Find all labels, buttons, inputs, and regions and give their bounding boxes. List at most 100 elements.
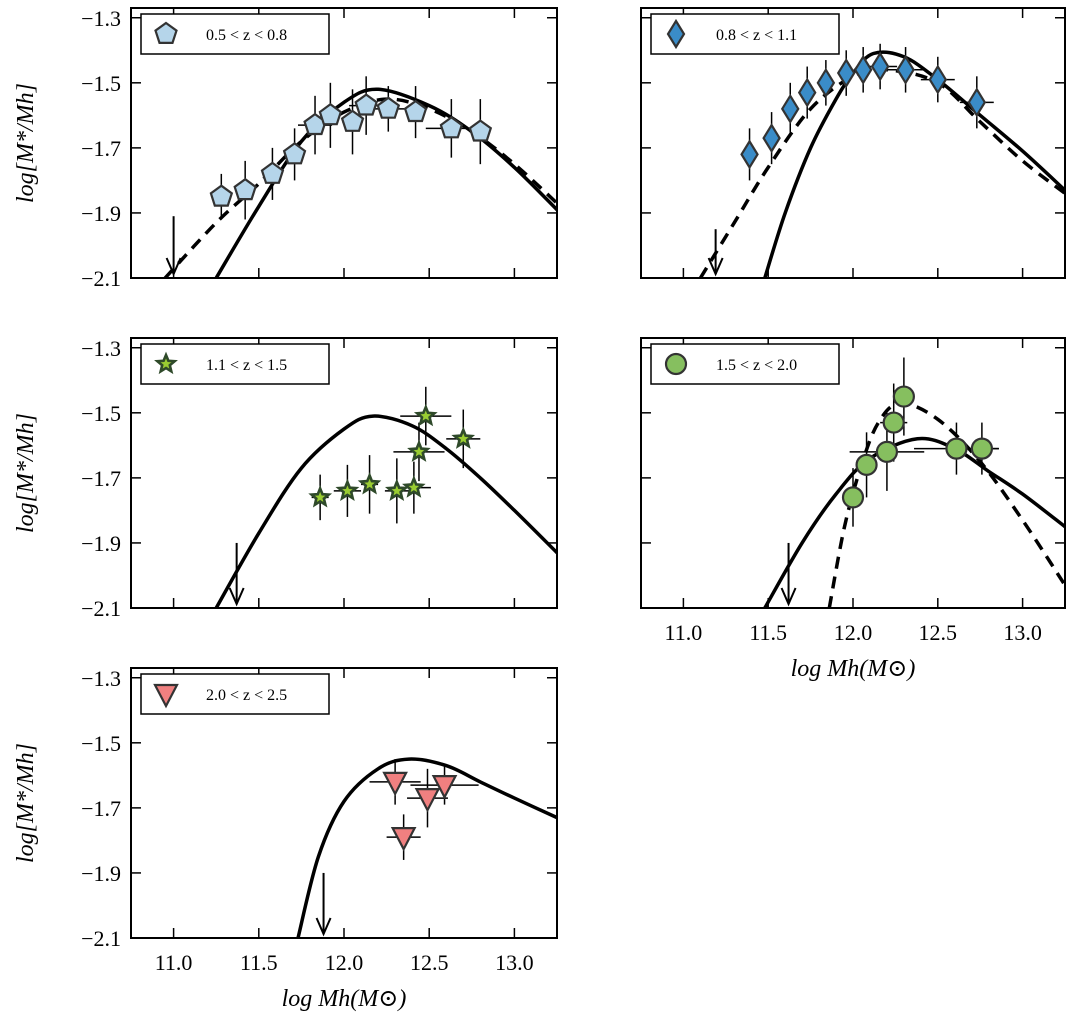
axes-frame	[640, 7, 1066, 279]
marker	[382, 771, 408, 797]
x-tick-label: 11.5	[240, 950, 278, 975]
model-dashed-curve	[827, 401, 1065, 608]
marker	[403, 99, 428, 123]
legend-label: 1.1 < z < 1.5	[206, 357, 287, 374]
legend-label: 2.0 < z < 2.5	[206, 687, 287, 704]
marker	[402, 475, 426, 498]
marker	[451, 426, 476, 449]
panel: −1.3 −1.5 −1.7 −1.9 −2.1 11.0 11.5 12.0 12.5 13.0…	[13, 666, 558, 1012]
marker	[335, 478, 360, 501]
upper-limit-head	[315, 917, 332, 937]
x-axis-label: log Mh(M⊙)	[282, 986, 407, 1012]
marker	[233, 177, 257, 201]
panel: −1.3 −1.5 −1.7 −1.9 −2.1 1.1 < z < 1.5 log[M*/…	[13, 336, 558, 621]
axes-frame	[130, 667, 558, 939]
upper-limit-head	[780, 587, 797, 607]
plot-area	[698, 43, 1065, 278]
y-tick-label: −1.5	[81, 71, 121, 96]
marker	[407, 439, 431, 462]
x-tick-label: 12.5	[919, 620, 958, 645]
upper-limit-head	[228, 587, 245, 607]
marker	[762, 123, 781, 154]
marker	[385, 478, 409, 501]
y-tick-label: −1.3	[81, 666, 121, 691]
marker	[308, 484, 333, 508]
marker	[390, 827, 417, 852]
marker	[816, 67, 836, 98]
y-axis-label: log[M*/Mh]	[13, 743, 39, 863]
y-axis-label: log[M*/Mh]	[13, 83, 39, 203]
marker	[354, 93, 378, 116]
upper-limit-head	[165, 257, 182, 277]
marker	[282, 142, 307, 165]
marker	[841, 486, 865, 509]
marker	[875, 440, 899, 463]
marker	[431, 775, 458, 800]
x-tick-label: 12.0	[834, 620, 873, 645]
marker	[797, 77, 817, 108]
legend-label: 0.8 < z < 1.1	[716, 27, 797, 44]
y-tick-label: −2.1	[81, 266, 121, 291]
upper-limit-head	[707, 257, 724, 277]
x-tick-label: 13.0	[1003, 620, 1042, 645]
y-axis-label: log[M*/Mh]	[13, 413, 39, 533]
marker	[260, 161, 285, 184]
plot-area	[296, 757, 557, 938]
marker	[892, 385, 915, 408]
y-tick-label: −1.5	[81, 401, 121, 426]
x-tick-label: 13.0	[495, 950, 534, 975]
marker	[882, 411, 905, 434]
marker	[468, 119, 493, 142]
marker	[439, 116, 464, 139]
plot-area	[163, 76, 557, 278]
legend-label: 1.5 < z < 2.0	[716, 357, 797, 374]
marker	[153, 683, 179, 709]
y-tick-label: −1.9	[81, 861, 121, 886]
marker	[413, 403, 438, 427]
axes-frame	[130, 7, 558, 279]
y-tick-label: −1.9	[81, 201, 121, 226]
y-tick-label: −1.7	[81, 136, 121, 161]
marker	[666, 18, 686, 50]
x-tick-label: 11.5	[749, 620, 787, 645]
marker	[209, 184, 234, 207]
marker	[357, 471, 382, 495]
axes-frame	[640, 337, 1066, 609]
model-curve	[214, 87, 557, 278]
marker	[414, 788, 441, 813]
marker	[855, 453, 878, 476]
model-curve	[296, 757, 557, 938]
y-tick-label: −1.3	[81, 336, 121, 361]
marker	[318, 102, 343, 126]
panel: 11.0 11.5 12.0 12.5 13.0 1.5 < z < 2.0 log Mh(…	[640, 337, 1066, 682]
x-tick-label: 12.5	[410, 950, 449, 975]
y-tick-label: −1.7	[81, 796, 121, 821]
y-tick-label: −1.5	[81, 731, 121, 756]
marker	[154, 351, 178, 375]
marker	[870, 51, 890, 82]
y-tick-label: −2.1	[81, 596, 121, 621]
marker	[967, 87, 987, 118]
marker	[154, 21, 178, 45]
y-tick-label: −1.3	[81, 6, 121, 31]
x-tick-label: 12.0	[325, 950, 364, 975]
x-tick-label: 11.0	[665, 620, 703, 645]
plot-area	[214, 386, 557, 608]
model-curve	[763, 50, 1065, 278]
panel: 0.8 < z < 1.1	[640, 7, 1066, 279]
y-tick-label: −1.7	[81, 466, 121, 491]
marker	[853, 54, 873, 85]
model-dashed-curve	[698, 67, 1065, 278]
marker	[740, 139, 759, 170]
model-curve	[763, 436, 1065, 608]
axes-frame	[130, 337, 558, 609]
marker	[664, 352, 688, 376]
marker	[945, 437, 968, 460]
marker	[928, 64, 948, 95]
x-tick-label: 11.0	[155, 950, 193, 975]
y-tick-label: −2.1	[81, 926, 121, 951]
marker	[376, 96, 401, 119]
marker	[836, 57, 856, 89]
model-curve	[214, 414, 557, 608]
